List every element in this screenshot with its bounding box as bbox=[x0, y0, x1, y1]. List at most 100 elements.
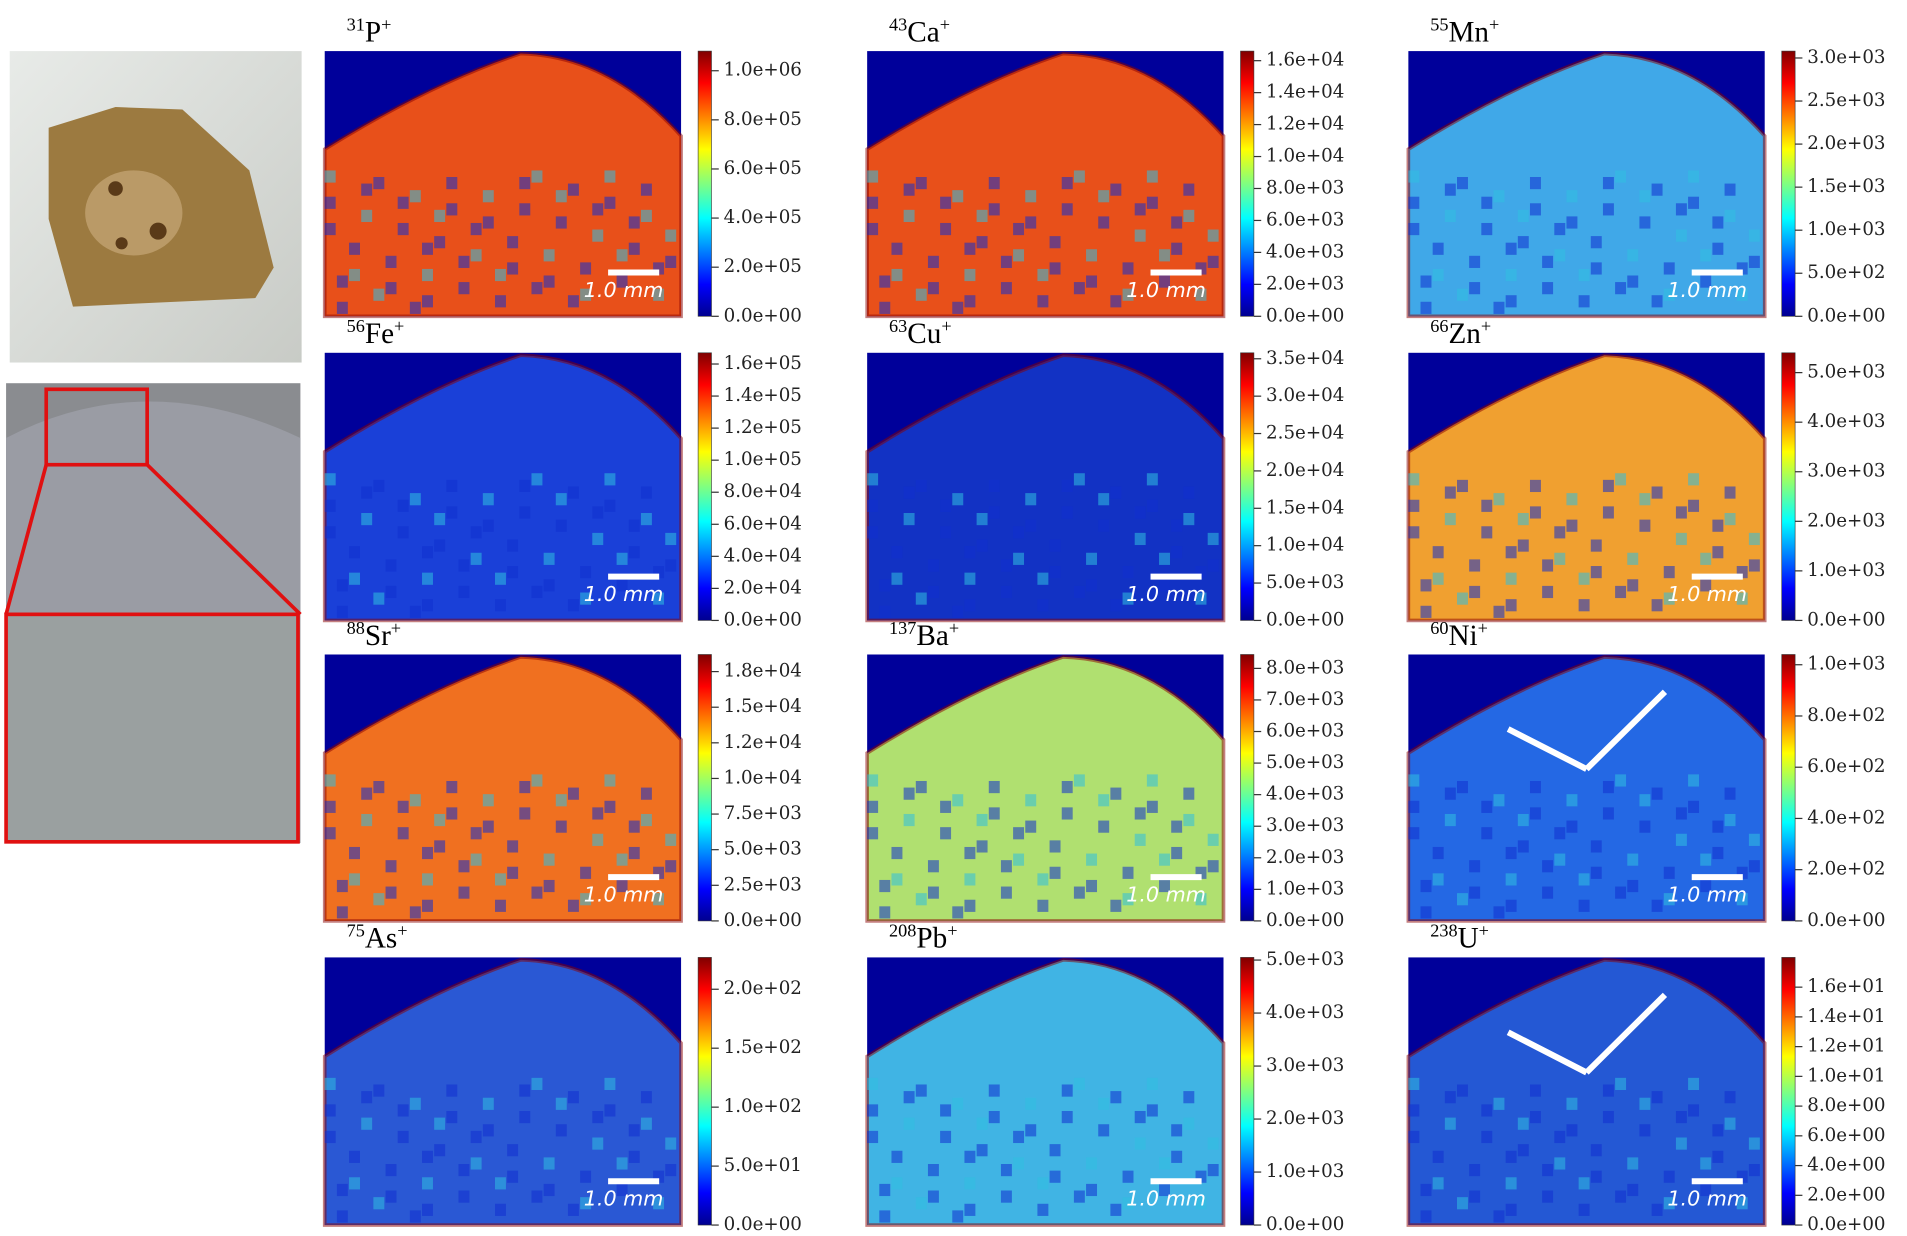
colorbar-tick-label: 6.0e+03 bbox=[1266, 209, 1344, 230]
map-texture bbox=[531, 585, 543, 599]
map-texture bbox=[1554, 853, 1566, 866]
map-texture bbox=[543, 275, 555, 288]
element: Ba bbox=[916, 620, 948, 652]
map-texture bbox=[1207, 1164, 1219, 1177]
colorbar bbox=[1240, 352, 1255, 621]
map-texture bbox=[361, 512, 373, 526]
map-texture bbox=[494, 1177, 506, 1190]
map-texture bbox=[409, 493, 421, 506]
map-texture bbox=[373, 479, 385, 493]
colorbar-tick-label: 2.0e+03 bbox=[1266, 847, 1344, 868]
map-texture bbox=[324, 774, 336, 787]
arrow bbox=[1506, 689, 1668, 772]
map-texture bbox=[903, 209, 915, 223]
map-texture bbox=[1469, 1164, 1481, 1177]
map-texture bbox=[1420, 301, 1432, 314]
colorbar-tick-label: 5.0e+03 bbox=[1266, 752, 1344, 773]
map-texture bbox=[891, 846, 903, 860]
map-texture bbox=[349, 846, 360, 860]
map-texture bbox=[580, 288, 592, 301]
map-texture bbox=[361, 183, 373, 196]
map-texture bbox=[1712, 216, 1724, 229]
map-texture bbox=[1159, 275, 1170, 288]
map-texture bbox=[580, 262, 592, 275]
map-texture bbox=[1469, 559, 1481, 572]
map-texture bbox=[1554, 1157, 1566, 1170]
map-texture bbox=[1159, 552, 1170, 565]
map-texture bbox=[1566, 1124, 1578, 1137]
element: Ca bbox=[907, 16, 939, 48]
map-texture bbox=[604, 499, 616, 512]
map-texture bbox=[373, 1084, 385, 1097]
map-texture bbox=[964, 268, 976, 282]
map-texture bbox=[1505, 873, 1517, 886]
map-texture bbox=[1061, 807, 1073, 820]
map-texture bbox=[422, 1177, 433, 1190]
colorbar-tick-label: 1.0e+03 bbox=[1266, 878, 1344, 899]
map-texture bbox=[1110, 295, 1122, 308]
map-texture bbox=[361, 1117, 373, 1130]
map-texture bbox=[1578, 1177, 1590, 1190]
map-texture bbox=[446, 807, 458, 820]
map-texture bbox=[1000, 1164, 1012, 1177]
map-texture bbox=[616, 853, 628, 866]
map-texture bbox=[1146, 170, 1158, 183]
map-texture bbox=[1651, 1203, 1663, 1216]
map-texture bbox=[385, 585, 397, 599]
map-texture bbox=[422, 546, 433, 559]
map-texture bbox=[1469, 585, 1481, 599]
map-texture bbox=[361, 813, 373, 827]
colorbar-tick-label: 1.0e+03 bbox=[1807, 654, 1885, 675]
map-texture bbox=[1663, 288, 1675, 301]
map-texture bbox=[604, 196, 616, 209]
colorbar-tick-label: 3.0e+03 bbox=[1266, 1055, 1344, 1076]
element: Ni bbox=[1448, 620, 1477, 652]
map-texture bbox=[1748, 229, 1760, 242]
map-texture bbox=[903, 787, 915, 800]
map-texture bbox=[879, 605, 891, 618]
map-texture bbox=[1542, 255, 1554, 268]
scale-bar-label: 1.0 mm bbox=[584, 278, 664, 302]
map-texture bbox=[1590, 1144, 1602, 1157]
map-texture bbox=[1061, 506, 1073, 519]
colorbar-tick-label: 2.0e+05 bbox=[724, 256, 802, 277]
map-texture bbox=[458, 1190, 470, 1203]
map-texture bbox=[1554, 827, 1566, 840]
scale-bar-label: 1.0 mm bbox=[1667, 882, 1747, 906]
scale-bar-label: 1.0 mm bbox=[584, 1187, 664, 1211]
map-texture bbox=[385, 1164, 397, 1177]
map-texture bbox=[653, 592, 665, 605]
map-texture bbox=[1566, 216, 1578, 229]
map-texture bbox=[1098, 820, 1110, 833]
map-texture bbox=[867, 526, 879, 539]
map-texture bbox=[373, 1197, 385, 1210]
panel: 56Fe+1.0 mm0.0e+002.0e+044.0e+046.0e+048… bbox=[322, 316, 802, 630]
map-texture bbox=[1049, 566, 1061, 579]
panel-title: 75As+ bbox=[347, 921, 408, 955]
map-texture bbox=[1748, 532, 1760, 546]
map-texture bbox=[1183, 1117, 1195, 1130]
map-texture bbox=[1049, 236, 1061, 249]
colorbar-tick-label: 5.0e+03 bbox=[1807, 362, 1885, 383]
map-texture bbox=[1651, 183, 1663, 196]
map-texture bbox=[1748, 559, 1760, 572]
map-texture bbox=[1146, 499, 1158, 512]
map-texture bbox=[580, 1170, 592, 1183]
map-texture bbox=[964, 1177, 976, 1190]
colorbar-tick-label: 2.0e+03 bbox=[1807, 510, 1885, 531]
map-texture bbox=[1602, 1084, 1614, 1097]
map-texture bbox=[1122, 262, 1134, 275]
map-texture bbox=[988, 506, 1000, 519]
map-texture bbox=[940, 196, 952, 209]
map-texture bbox=[1444, 486, 1456, 499]
map-texture bbox=[458, 255, 470, 268]
map-texture bbox=[976, 1144, 988, 1157]
map-texture bbox=[1122, 893, 1134, 906]
map-texture bbox=[1207, 532, 1219, 546]
map-texture bbox=[665, 1164, 677, 1177]
map-texture bbox=[1073, 1190, 1085, 1203]
map-texture bbox=[1159, 1157, 1170, 1170]
charge: + bbox=[940, 14, 950, 34]
map-texture bbox=[1748, 860, 1760, 873]
